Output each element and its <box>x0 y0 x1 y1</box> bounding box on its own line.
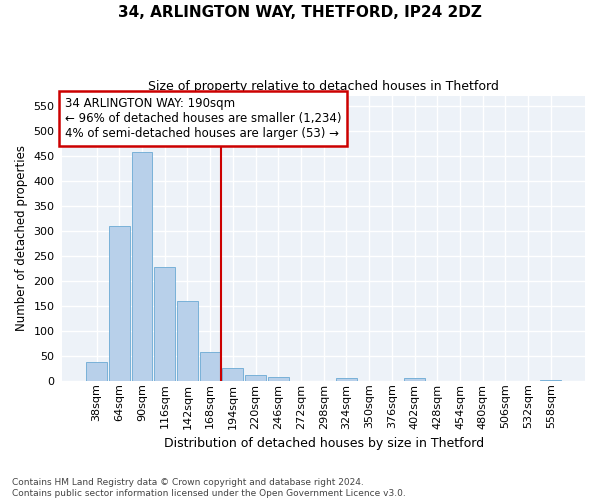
Y-axis label: Number of detached properties: Number of detached properties <box>15 145 28 331</box>
Text: Contains HM Land Registry data © Crown copyright and database right 2024.
Contai: Contains HM Land Registry data © Crown c… <box>12 478 406 498</box>
Bar <box>245 376 266 381</box>
Bar <box>541 380 561 381</box>
Bar <box>336 378 357 381</box>
Bar <box>404 378 425 381</box>
Bar <box>200 352 221 381</box>
Bar <box>109 226 130 381</box>
Bar <box>86 362 107 381</box>
Bar <box>268 378 289 381</box>
Bar <box>131 152 152 381</box>
Bar <box>223 368 243 381</box>
Bar <box>177 300 198 381</box>
Bar <box>154 266 175 381</box>
X-axis label: Distribution of detached houses by size in Thetford: Distribution of detached houses by size … <box>164 437 484 450</box>
Text: 34, ARLINGTON WAY, THETFORD, IP24 2DZ: 34, ARLINGTON WAY, THETFORD, IP24 2DZ <box>118 5 482 20</box>
Title: Size of property relative to detached houses in Thetford: Size of property relative to detached ho… <box>148 80 499 93</box>
Text: 34 ARLINGTON WAY: 190sqm
← 96% of detached houses are smaller (1,234)
4% of semi: 34 ARLINGTON WAY: 190sqm ← 96% of detach… <box>65 97 341 140</box>
